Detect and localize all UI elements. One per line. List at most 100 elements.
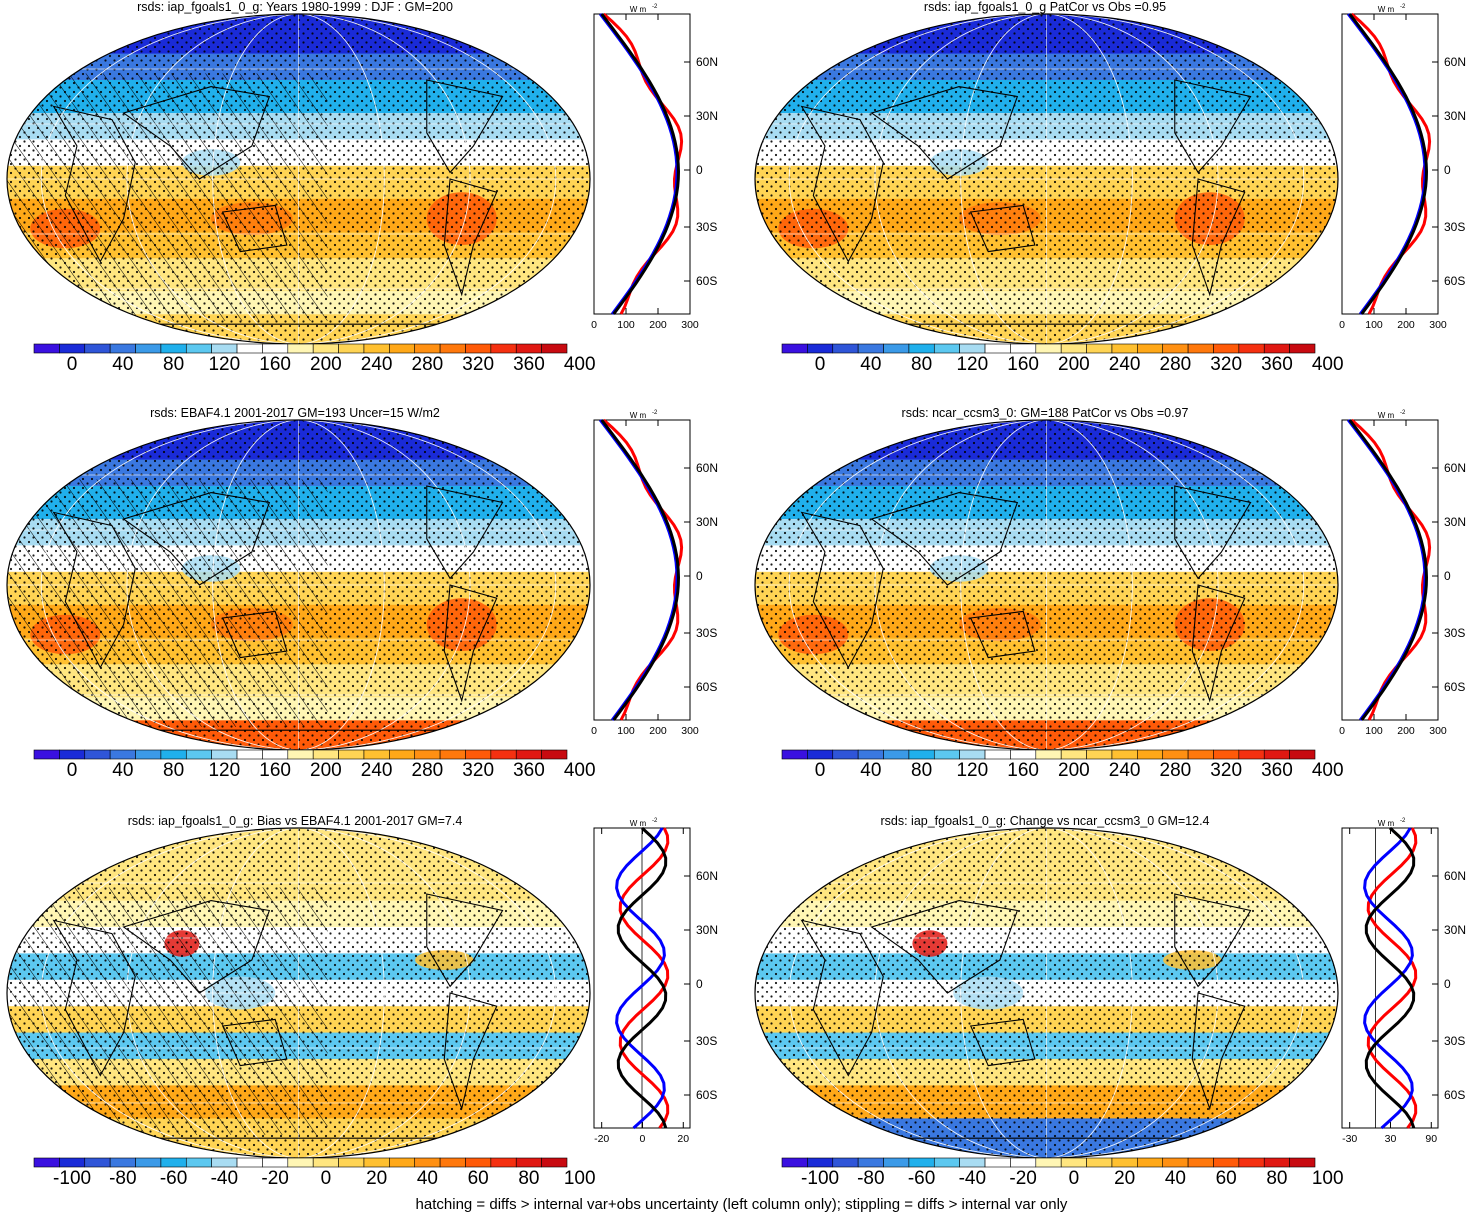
colorbar xyxy=(33,1157,568,1168)
colorbar-swatch xyxy=(933,1157,960,1168)
colorbar-swatch xyxy=(1060,1157,1087,1168)
lat-tick-label: 0 xyxy=(1444,569,1451,583)
panel-title: rsds: EBAF4.1 2001-2017 GM=193 Uncer=15 … xyxy=(150,406,440,420)
colorbar-swatch xyxy=(262,343,289,354)
colorbar-tick-label: 320 xyxy=(1210,760,1243,781)
colorbar-swatch xyxy=(832,343,859,354)
lat-tick-label: 60S xyxy=(1444,680,1465,694)
profile-x-tick: 0 xyxy=(591,319,597,331)
colorbar-swatch xyxy=(185,343,212,354)
map-panel-4 xyxy=(754,419,1339,760)
colorbar-swatch xyxy=(908,1157,935,1168)
colorbar-swatch xyxy=(312,343,339,354)
colorbar-tick-label: 120 xyxy=(956,354,989,375)
colorbar-swatch xyxy=(1263,343,1290,354)
colorbar-tick-label: 200 xyxy=(310,760,342,781)
profile-units-exp: -2 xyxy=(652,818,658,824)
lat-tick-label: 60S xyxy=(696,680,717,694)
colorbar-swatch xyxy=(959,749,986,760)
colorbar-tick-label: -20 xyxy=(1009,1168,1037,1189)
colorbar-swatch xyxy=(465,343,492,354)
colorbar-swatch xyxy=(959,343,986,354)
colorbar-swatch xyxy=(1086,749,1113,760)
profile-x-tick: 0 xyxy=(1339,725,1345,737)
colorbar-swatch xyxy=(1010,343,1037,354)
profile-units-exp: -2 xyxy=(652,410,658,416)
colorbar-swatch xyxy=(287,749,314,760)
colorbar-tick-label: 160 xyxy=(259,354,291,375)
lat-tick-label: 30S xyxy=(696,1034,717,1048)
colorbar-tick-label: 360 xyxy=(513,760,545,781)
footer-note: hatching = diffs > internal var+obs unce… xyxy=(415,1196,1068,1213)
colorbar-tick-label: 40 xyxy=(416,1168,438,1189)
colorbar-swatch xyxy=(908,749,935,760)
colorbar-swatch xyxy=(338,749,365,760)
colorbar-tick-label: 20 xyxy=(366,1168,388,1189)
profile-x-tick: 200 xyxy=(649,725,667,737)
colorbar-swatch xyxy=(515,343,542,354)
colorbar-swatch xyxy=(84,1157,111,1168)
profile-x-tick: 30 xyxy=(1385,1133,1397,1145)
colorbar-swatch xyxy=(160,343,187,354)
colorbar-swatch xyxy=(515,749,542,760)
zonal-profile: W m -2 60N 30N 0 30S 60S 0 100 200 300 xyxy=(1339,4,1466,331)
colorbar-swatch xyxy=(781,1157,808,1168)
profile-line-ref xyxy=(616,826,668,1129)
colorbar-swatch xyxy=(465,749,492,760)
colorbar-swatch xyxy=(490,343,517,354)
profile-x-tick: 300 xyxy=(1429,319,1447,331)
colorbar-swatch xyxy=(984,343,1011,354)
profile-line-obs xyxy=(615,827,666,1130)
colorbar-swatch xyxy=(439,343,466,354)
colorbar-swatch xyxy=(883,1157,910,1168)
colorbar-swatch xyxy=(857,343,884,354)
profile-line-obs xyxy=(1363,827,1414,1130)
colorbar-swatch xyxy=(541,1157,568,1168)
map-field xyxy=(755,420,1338,750)
profile-units: W m xyxy=(630,411,647,420)
map-panel-6 xyxy=(754,827,1339,1168)
zonal-profile: W m -2 60N 30N 0 30S 60S 0 100 200 300 xyxy=(591,4,718,331)
colorbar-tick-label: 100 xyxy=(563,1168,596,1189)
colorbar-swatch xyxy=(185,1157,212,1168)
colorbar-swatch xyxy=(1238,749,1265,760)
colorbar-swatch xyxy=(1086,343,1113,354)
colorbar-swatch xyxy=(1289,749,1316,760)
profile-units: W m xyxy=(1378,411,1395,420)
zonal-profile: W m -2 60N 30N 0 30S 60S -30 30 90 xyxy=(1341,818,1466,1145)
map-panel-2 xyxy=(754,13,1339,354)
colorbar-tick-label: 120 xyxy=(208,760,241,781)
lat-tick-label: 60N xyxy=(696,461,718,475)
colorbar-swatch xyxy=(1010,1157,1037,1168)
colorbar-swatch xyxy=(439,749,466,760)
colorbar-tick-label: 400 xyxy=(1311,760,1344,781)
colorbar-tick-label: 240 xyxy=(360,354,393,375)
colorbar-tick-label: 80 xyxy=(911,760,933,781)
colorbar-swatch xyxy=(287,1157,314,1168)
lat-tick-label: 60N xyxy=(696,55,718,69)
colorbar-swatch xyxy=(857,1157,884,1168)
lat-tick-label: 0 xyxy=(696,977,703,991)
zonal-profile: W m -2 60N 30N 0 30S 60S 0 100 200 300 xyxy=(1339,410,1466,737)
colorbar-swatch xyxy=(781,343,808,354)
colorbar-swatch xyxy=(363,343,390,354)
colorbar-tick-label: 200 xyxy=(1058,354,1090,375)
colorbar-swatch xyxy=(389,343,416,354)
colorbar-swatch xyxy=(135,343,162,354)
colorbar-swatch xyxy=(832,1157,859,1168)
lat-tick-label: 30N xyxy=(1444,109,1466,123)
colorbar-tick-label: 40 xyxy=(1164,1168,1186,1189)
lat-tick-label: 60S xyxy=(1444,1088,1465,1102)
colorbar-tick-label: 360 xyxy=(1261,760,1293,781)
colorbar-swatch xyxy=(1187,1157,1214,1168)
colorbar-tick-label: 80 xyxy=(163,760,185,781)
colorbar-tick-label: -40 xyxy=(958,1168,987,1189)
colorbar-tick-label: 240 xyxy=(1108,354,1141,375)
colorbar-swatch xyxy=(857,749,884,760)
colorbar-swatch xyxy=(515,1157,542,1168)
colorbar-swatch xyxy=(933,343,960,354)
colorbar-tick-label: 60 xyxy=(467,1168,489,1189)
colorbar-swatch xyxy=(109,749,136,760)
colorbar xyxy=(781,1157,1316,1168)
